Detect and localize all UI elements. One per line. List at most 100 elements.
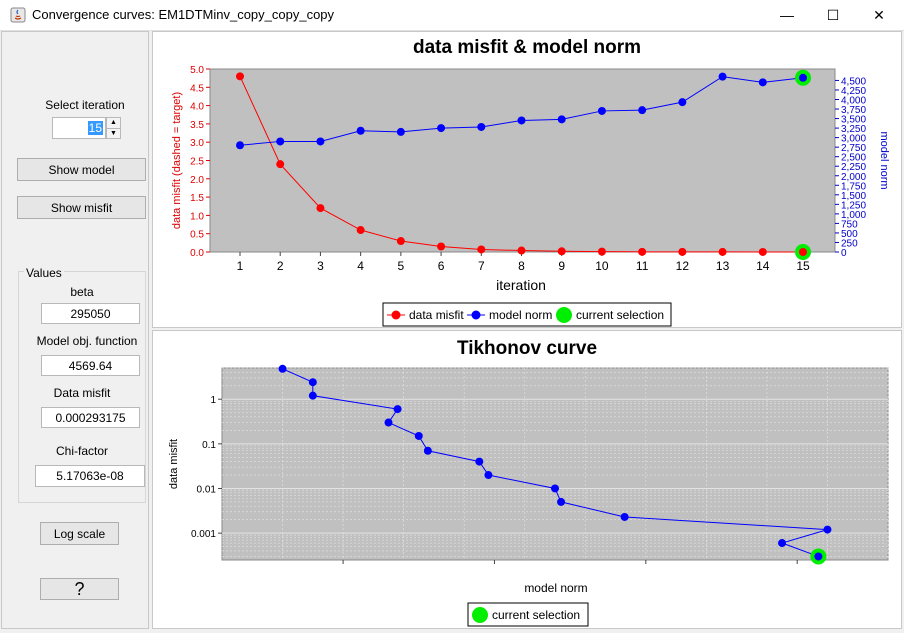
y-right-tick-label: 750 [841,219,858,230]
title-bar: Convergence curves: EM1DTMinv_copy_copy_… [0,0,904,31]
show-misfit-button[interactable]: Show misfit [17,196,146,219]
x-tick-label: 6 [438,259,445,273]
y-left-tick-label: 4.0 [190,102,204,113]
data-point [437,124,446,133]
data-point [236,72,244,81]
help-button[interactable]: ? [40,578,119,600]
legend-selection-swatch [472,607,488,623]
x-tick-label: 12 [676,259,690,273]
x-axis-label: iteration [496,277,546,293]
model-obj-field[interactable]: 4569.64 [41,355,140,376]
y-right-tick-label: 0 [841,248,847,259]
y-right-tick-label: 2,750 [841,143,866,154]
data-point [278,364,287,373]
chart-title: data misfit & model norm [413,37,641,58]
y-tick-label: 1 [210,395,216,406]
y-tick-label: 0.01 [197,484,217,495]
show-model-button[interactable]: Show model [17,158,146,181]
legend-norm-label: model norm [489,308,552,322]
x-tick-label: 5 [398,259,405,273]
data-point [316,204,325,213]
data-point [356,126,365,135]
x-tick-label: 15 [796,259,810,273]
data-point [484,471,493,480]
data-point [638,106,647,115]
log-scale-button[interactable]: Log scale [40,522,119,545]
data-point [308,391,317,400]
y-right-tick-label: 2,250 [841,162,866,173]
y-left-tick-label: 2.5 [190,157,204,168]
x-tick-label: 10 [595,259,609,273]
y-right-tick-label: 2,500 [841,153,866,164]
data-point [517,116,526,125]
iteration-value: 15 [87,121,103,135]
data-point [276,137,285,146]
x-tick-label: 1 [237,259,244,273]
data-point [557,497,566,506]
x-tick-label: 13 [716,259,730,273]
x-tick-label: 11 [636,259,649,273]
chi-factor-field[interactable]: 5.17063e-08 [35,465,145,487]
data-misfit-field[interactable]: 0.000293175 [41,407,140,428]
spinner-down-icon[interactable]: ▼ [110,130,117,137]
iteration-spinner-input[interactable]: 15 [52,117,106,139]
iteration-spinner-arrows[interactable]: ▲ ▼ [106,117,121,139]
data-point [778,539,787,548]
maximize-button[interactable]: ☐ [826,6,840,23]
data-point [384,418,393,427]
chi-factor-label: Chi-factor [55,444,108,458]
y-left-tick-label: 0.0 [190,248,204,259]
spinner-up-icon[interactable]: ▲ [107,118,120,129]
y-tick-label: 0.001 [191,529,216,540]
tikhonov-chart: Tikhonov curve 1 0.1 0.01 0.001 model norm dat… [168,338,889,627]
window-title: Convergence curves: EM1DTMinv_copy_copy_… [32,7,335,22]
data-point [718,72,727,81]
legend-norm-swatch [471,310,481,320]
data-point [551,484,559,493]
java-app-icon [10,7,26,23]
y-right-tick-label: 3,750 [841,105,866,116]
x-tick-label: 14 [756,259,770,273]
model-obj-label: Model obj. function [36,334,138,348]
data-point [308,378,317,387]
data-misfit-label: Data misfit [53,386,111,400]
x-tick-label: 3 [317,259,324,273]
data-point [638,247,647,256]
data-point [475,457,484,466]
plot-area [221,367,889,561]
data-point [814,552,823,561]
y-left-tick-label: 1.0 [190,211,204,222]
select-iteration-label: Select iteration [45,98,125,112]
data-point [557,247,566,256]
data-point [236,141,244,150]
y-right-tick-label: 500 [841,229,858,240]
tikhonov-chart-panel: Tikhonov curve 1 0.1 0.01 0.001 model norm dat… [152,330,902,629]
y-right-tick-label: 1,000 [841,210,866,221]
x-tick-label: 7 [478,259,485,273]
values-group [18,271,146,503]
close-button[interactable]: ✕ [873,6,885,23]
y-right-tick-label: 1,750 [841,181,866,192]
y-left-tick-label: 3.5 [190,120,204,131]
y-left-axis-label: data misfit (dashed = target) [171,92,183,229]
data-point [758,247,767,256]
values-group-title: Values [24,266,64,280]
y-right-tick-label: 4,250 [841,86,866,97]
y-axis-label: data misfit [168,439,180,489]
data-point [557,115,566,124]
minimize-button[interactable]: — [780,7,794,23]
x-tick-label: 4 [357,259,364,273]
legend-selection-swatch [556,307,572,323]
y-left-tick-label: 3.0 [190,138,204,149]
x-tick-label: 9 [558,259,565,273]
data-point [356,226,365,235]
beta-field[interactable]: 295050 [41,303,140,324]
data-point [276,160,285,169]
data-point [477,245,486,254]
legend-misfit-label: data misfit [409,308,464,322]
data-point [758,78,767,87]
chart-title: Tikhonov curve [457,338,597,359]
data-point [823,525,832,534]
data-point [437,242,446,251]
data-point [423,446,432,455]
